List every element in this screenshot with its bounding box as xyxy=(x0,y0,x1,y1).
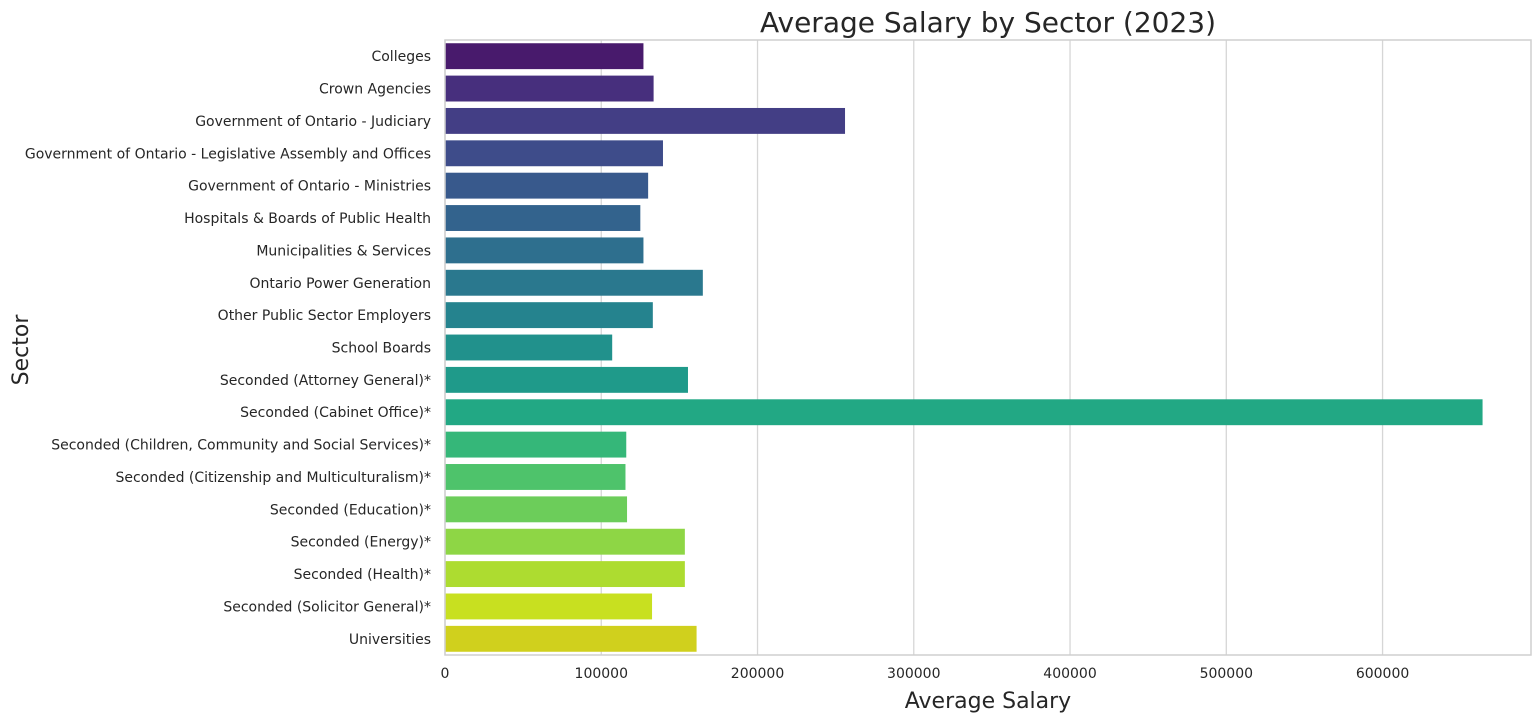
bar xyxy=(445,75,654,102)
x-tick-label: 0 xyxy=(441,666,450,682)
plot-frame xyxy=(444,39,1532,656)
x-tick-label: 600000 xyxy=(1356,666,1409,682)
y-tick-label: Seconded (Energy)* xyxy=(291,535,431,551)
y-tick-labels: Colleges Crown Agencies Government of Onta… xyxy=(25,49,431,648)
bar xyxy=(445,528,685,555)
bar xyxy=(445,366,688,393)
x-tick-label: 500000 xyxy=(1200,666,1253,682)
x-axis-title: Average Salary xyxy=(905,689,1071,714)
y-axis-title: Sector xyxy=(9,314,34,386)
bar xyxy=(445,43,644,70)
y-tick-label: Other Public Sector Employers xyxy=(218,308,431,324)
x-tick-label: 100000 xyxy=(575,666,628,682)
bar xyxy=(445,431,627,458)
bar xyxy=(445,107,846,134)
y-tick-label: Universities xyxy=(349,632,431,648)
bar xyxy=(445,561,685,588)
y-tick-label: Colleges xyxy=(371,49,431,65)
y-tick-label: Seconded (Solicitor General)* xyxy=(223,599,431,615)
bar xyxy=(445,399,1483,426)
y-tick-label: Ontario Power Generation xyxy=(249,276,431,292)
y-tick-label: Seconded (Health)* xyxy=(294,567,431,583)
chart-title: Average Salary by Sector (2023) xyxy=(760,6,1216,39)
y-tick-label: School Boards xyxy=(332,341,431,357)
bar xyxy=(445,205,641,231)
x-tick-label: 400000 xyxy=(1043,666,1096,682)
bar xyxy=(445,334,613,361)
bar xyxy=(445,140,663,167)
bar xyxy=(445,464,626,490)
y-tick-label: Municipalities & Services xyxy=(256,243,431,259)
bar xyxy=(445,625,697,652)
y-tick-label: Government of Ontario - Judiciary xyxy=(195,114,431,130)
bars xyxy=(445,43,1483,652)
y-tick-label: Seconded (Cabinet Office)* xyxy=(240,405,431,421)
bar xyxy=(445,302,653,329)
y-tick-label: Seconded (Attorney General)* xyxy=(220,373,431,389)
bar xyxy=(445,172,649,199)
x-tick-labels: 0 100000 200000 300000 400000 500000 600000 xyxy=(441,666,1410,682)
x-tick-label: 200000 xyxy=(731,666,784,682)
bar xyxy=(445,269,703,296)
y-tick-label: Seconded (Citizenship and Multiculturali… xyxy=(115,470,431,486)
y-tick-label: Government of Ontario - Ministries xyxy=(188,179,431,195)
bar xyxy=(445,496,628,523)
y-tick-label: Seconded (Education)* xyxy=(270,502,431,518)
y-tick-label: Seconded (Children, Community and Social… xyxy=(51,438,431,454)
y-tick-label: Hospitals & Boards of Public Health xyxy=(184,211,431,227)
bar xyxy=(445,593,653,620)
y-tick-label: Crown Agencies xyxy=(319,82,431,98)
x-tick-label: 300000 xyxy=(887,666,940,682)
bar xyxy=(445,237,644,264)
y-tick-label: Government of Ontario - Legislative Asse… xyxy=(25,146,431,162)
